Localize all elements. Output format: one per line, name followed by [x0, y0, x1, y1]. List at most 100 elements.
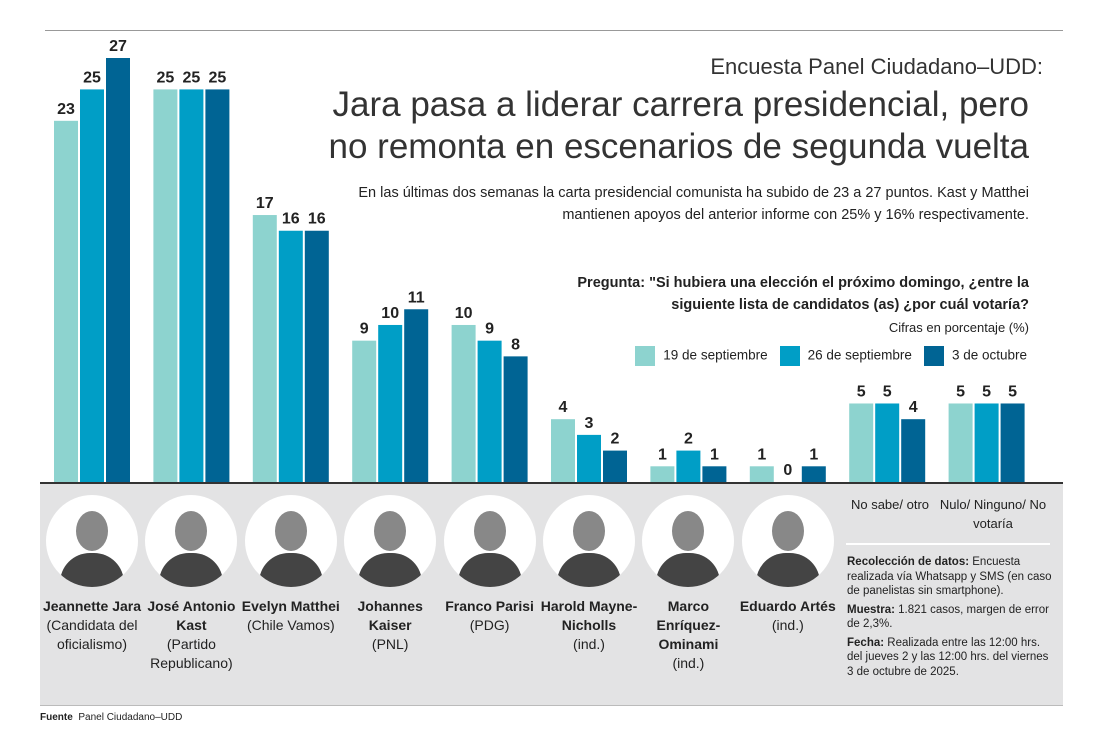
legend-swatch — [923, 346, 944, 366]
question: Pregunta: "Si hubiera una elección el pr… — [577, 275, 1029, 313]
candidate-name: Franco Parisi — [445, 598, 534, 614]
data-label: 2 — [611, 431, 620, 448]
data-label: 5 — [1008, 383, 1017, 400]
bar — [352, 340, 377, 482]
candidate-party: (Candidata del oficialismo) — [46, 617, 138, 652]
data-label: 5 — [956, 383, 965, 400]
data-label: 10 — [381, 305, 399, 322]
data-label: 1 — [710, 446, 719, 463]
bar — [577, 434, 601, 482]
unit-label: Cifras en porcentaje (%) — [888, 320, 1029, 335]
bar — [801, 466, 826, 482]
legend-label: 19 de septiembre — [663, 347, 768, 363]
methodology-notes: Recolección de datos: Encuesta realizada… — [847, 555, 1057, 683]
candidate-name: José Antonio Kast — [147, 598, 236, 633]
data-label: 2 — [684, 431, 693, 448]
page-title: Jara pasa a liderar carrera presidencial… — [328, 85, 1029, 166]
candidate-photo — [344, 495, 437, 587]
bar — [676, 450, 701, 482]
bar — [252, 215, 277, 482]
data-label: 11 — [408, 289, 425, 306]
candidate-photo — [46, 495, 138, 587]
candidate-party: (Partido Republicano) — [150, 636, 233, 671]
candidate-photo — [741, 495, 834, 587]
data-label: 0 — [783, 462, 792, 479]
bottom-rule — [40, 705, 1063, 706]
note: Recolección de datos: Encuesta realizada… — [847, 556, 1052, 597]
data-label: 16 — [282, 211, 300, 228]
source: Fuente Panel Ciudadano–UDD — [40, 712, 183, 723]
candidate-party: (ind.) — [771, 617, 804, 633]
bar — [974, 403, 999, 482]
data-label: 25 — [157, 69, 175, 86]
data-label: 23 — [57, 101, 75, 118]
subtitle: En las últimas dos semanas la carta pres… — [358, 185, 1029, 223]
note: Muestra: 1.821 casos, margen de error de… — [847, 603, 1049, 631]
bar — [378, 324, 403, 482]
bar — [1000, 403, 1025, 482]
candidate-card: Harold Mayne-Nicholls (ind.) — [539, 495, 639, 654]
candidate-card: José Antonio Kast (Partido Republicano) — [141, 495, 241, 673]
bar — [901, 419, 926, 482]
candidate-party: (ind.) — [672, 655, 705, 671]
bar — [503, 356, 528, 482]
bar — [477, 340, 502, 482]
data-label: 1 — [658, 446, 667, 463]
bar — [80, 89, 104, 482]
candidate-photo — [642, 495, 735, 587]
candidate-card: Evelyn Matthei (Chile Vamos) — [241, 495, 341, 635]
data-label: 5 — [857, 383, 866, 400]
candidate-name: Jeannette Jara — [42, 598, 142, 614]
candidate-party: (PDG) — [469, 617, 510, 633]
legend: 19 de septiembre 26 de septiembre 3 de o… — [635, 346, 1027, 366]
candidate-card: Marco Enríquez-Ominami (ind.) — [638, 495, 738, 673]
candidate-name: Evelyn Matthei — [241, 598, 340, 614]
category-label: Nulo/ Ninguno/ No votaría — [939, 497, 1047, 531]
bar — [749, 466, 774, 482]
legend-item: 3 de octubre — [923, 346, 1027, 366]
bar — [551, 419, 575, 482]
data-label: 1 — [809, 446, 818, 463]
candidate-photo — [145, 495, 238, 587]
note: Fecha: Realizada entre las 12:00 hrs. de… — [847, 636, 1049, 678]
candidate-photo — [443, 495, 536, 587]
candidate-party: (ind.) — [573, 636, 605, 652]
data-label: 25 — [183, 69, 201, 86]
candidate-name: Eduardo Artés — [739, 598, 836, 614]
bar — [849, 403, 874, 482]
data-label: 5 — [883, 383, 892, 400]
candidate-name: Marco Enríquez-Ominami — [656, 598, 721, 652]
candidate-card: Johannes Kaiser (PNL) — [340, 495, 440, 654]
bar — [106, 58, 130, 482]
legend-item: 26 de septiembre — [779, 346, 912, 366]
data-label: 25 — [209, 69, 227, 86]
candidate-photo — [244, 495, 337, 587]
bar — [702, 466, 727, 482]
legend-label: 26 de septiembre — [807, 347, 912, 363]
bar — [54, 120, 78, 482]
data-label: 4 — [559, 399, 568, 416]
data-label: 4 — [909, 399, 918, 416]
data-label: 9 — [485, 321, 494, 338]
baseline — [40, 482, 1063, 484]
legend-item: 19 de septiembre — [635, 346, 768, 366]
data-label: 9 — [360, 321, 369, 338]
bar — [179, 89, 204, 482]
legend-swatch — [779, 346, 800, 366]
candidate-name: Harold Mayne-Nicholls — [540, 598, 638, 633]
bar — [875, 403, 900, 482]
data-label: 10 — [455, 305, 473, 322]
kicker: Encuesta Panel Ciudadano–UDD: — [710, 54, 1043, 79]
data-label: 1 — [757, 446, 766, 463]
legend-swatch — [635, 346, 656, 366]
candidate-card: Eduardo Artés (ind.) — [738, 495, 838, 635]
bar — [650, 466, 675, 482]
data-label: 25 — [83, 69, 101, 86]
data-label: 5 — [982, 383, 991, 400]
bar — [304, 230, 329, 482]
bar — [205, 89, 230, 482]
candidate-card: Franco Parisi (PDG) — [440, 495, 540, 635]
bar — [153, 89, 178, 482]
candidate-name: Johannes Kaiser — [357, 598, 423, 633]
